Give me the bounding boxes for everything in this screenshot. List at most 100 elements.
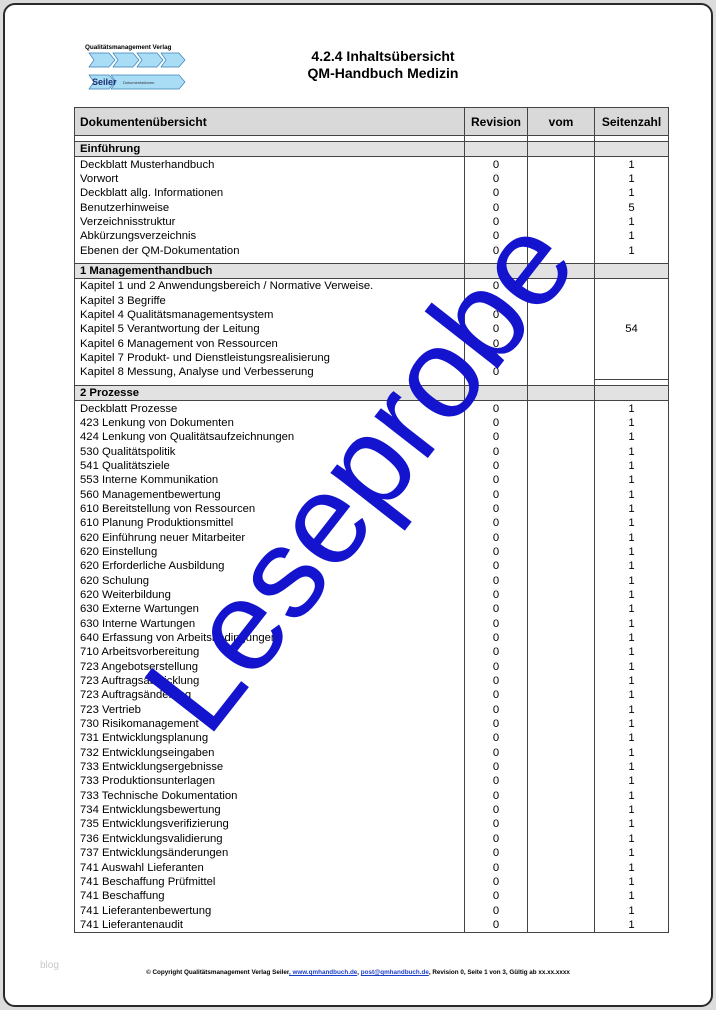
row: Kapitel 1 und 2 Anwendungsbereich / Norm… xyxy=(74,278,669,380)
revision: 0 xyxy=(464,745,528,760)
row: 741 Beschaffung 0 1 xyxy=(74,889,669,904)
document-name: 741 Auswahl Lieferanten xyxy=(74,860,465,875)
logo-tagline: Dokumentationen xyxy=(123,80,154,85)
page-count: 1 xyxy=(594,156,669,172)
revision: 0 xyxy=(464,831,528,846)
document-name: 610 Planung Produktionsmittel xyxy=(74,516,465,531)
date xyxy=(527,831,595,846)
date xyxy=(527,444,595,459)
page-count: 1 xyxy=(594,688,669,703)
document-name: 737 Entwicklungsänderungen xyxy=(74,846,465,861)
revision: 0 xyxy=(464,716,528,732)
date xyxy=(527,400,595,416)
date xyxy=(527,156,595,172)
footer-text: , Revision 0, Seite 1 von 3, Gültig ab x… xyxy=(428,969,570,976)
row: 741 Lieferantenaudit 0 1 xyxy=(74,917,669,933)
revision: 0 xyxy=(464,544,528,560)
section-title: 2 Prozesse xyxy=(74,384,465,402)
footer-link[interactable]: post@qmhandbuch.de xyxy=(360,969,429,976)
revision: 0 xyxy=(464,860,528,875)
page-count: 1 xyxy=(594,444,669,459)
date xyxy=(527,860,595,875)
revision: 0 xyxy=(464,874,528,890)
header-row: Dokumentenübersicht Revision vom Seitenzahl xyxy=(74,107,669,136)
date xyxy=(527,336,595,351)
document-name: 620 Weiterbildung xyxy=(74,587,465,603)
date xyxy=(527,630,595,646)
page-count: 1 xyxy=(594,602,669,617)
footer-text: , xyxy=(357,969,361,976)
row: 741 Beschaffung Prüfmittel 0 1 xyxy=(74,874,669,890)
page-count: 1 xyxy=(594,186,669,201)
revision: 0 xyxy=(464,817,528,832)
page-count: 1 xyxy=(594,214,669,230)
section-cell xyxy=(594,140,669,158)
document-name: 640 Erfassung von Arbeitsbedingungen xyxy=(74,630,465,646)
table-body: Dokumentenübersicht Revision vom Seitenzahl… xyxy=(74,107,669,933)
document-name: Kapitel 7 Produkt- und Dienstleistungsre… xyxy=(74,350,465,366)
date xyxy=(527,846,595,861)
date xyxy=(527,415,595,431)
document-name: Verzeichnisstruktur xyxy=(74,214,465,230)
row: 730 Risikomanagement 0 1 xyxy=(74,716,669,732)
date xyxy=(527,774,595,789)
page-count: 1 xyxy=(594,702,669,717)
page-count: 1 xyxy=(594,731,669,746)
row: 741 Auswahl Lieferanten 0 1 xyxy=(74,860,669,875)
revision: 0 xyxy=(464,759,528,775)
row: Kapitel 5 Verantwortung der Leitung 0 xyxy=(74,322,669,337)
date xyxy=(527,200,595,215)
date xyxy=(527,745,595,760)
revision: 0 xyxy=(464,673,528,689)
revision: 0 xyxy=(464,788,528,803)
revision: 0 xyxy=(464,573,528,588)
row: Kapitel 7 Produkt- und Dienstleistungsre… xyxy=(74,350,669,366)
row: 723 Auftragsabwicklung 0 1 xyxy=(74,673,669,689)
page-count: 1 xyxy=(594,616,669,631)
page-count: 1 xyxy=(594,587,669,603)
row: Kapitel 8 Messung, Analyse und Verbesser… xyxy=(74,365,669,380)
page-count: 1 xyxy=(594,802,669,818)
date xyxy=(527,817,595,832)
page-count: 1 xyxy=(594,243,669,258)
footer-link[interactable]: , www.qmhandbuch.de xyxy=(288,969,358,976)
date xyxy=(527,530,595,545)
section-cell xyxy=(464,384,528,402)
page-count: 1 xyxy=(594,501,669,517)
document-name: 731 Entwicklungsplanung xyxy=(74,731,465,746)
logo-brand: Seiler xyxy=(92,77,117,87)
date xyxy=(527,602,595,617)
revision: 0 xyxy=(464,616,528,631)
document-name: 723 Auftragsänderung xyxy=(74,688,465,703)
page-count: 1 xyxy=(594,400,669,416)
date xyxy=(527,186,595,201)
document-name: Kapitel 8 Messung, Analyse und Verbesser… xyxy=(74,365,465,380)
date xyxy=(527,788,595,803)
spacer-cell xyxy=(594,135,669,142)
date xyxy=(527,350,595,366)
revision: 0 xyxy=(464,802,528,818)
row: 723 Vertrieb 0 1 xyxy=(74,702,669,717)
date xyxy=(527,544,595,560)
page-count: 1 xyxy=(594,473,669,488)
date xyxy=(527,802,595,818)
corner-label: blog xyxy=(40,960,59,971)
date xyxy=(527,889,595,904)
row: Deckblatt Prozesse 0 1 xyxy=(74,400,669,416)
date xyxy=(527,487,595,502)
row: Kapitel 6 Management von Ressourcen 0 xyxy=(74,336,669,351)
row: 620 Erforderliche Ausbildung 0 1 xyxy=(74,559,669,574)
date xyxy=(527,214,595,230)
row: 741 Lieferantenbewertung 0 1 xyxy=(74,903,669,918)
document-name: Kapitel 1 und 2 Anwendungsbereich / Norm… xyxy=(74,278,465,294)
document-name: 553 Interne Kommunikation xyxy=(74,473,465,488)
row: 541 Qualitätsziele 0 1 xyxy=(74,458,669,474)
row: 733 Entwicklungsergebnisse 0 1 xyxy=(74,759,669,775)
revision: 0 xyxy=(464,473,528,488)
section-row: 2 Prozesse xyxy=(74,384,669,402)
date xyxy=(527,903,595,918)
document-name: 732 Entwicklungseingaben xyxy=(74,745,465,760)
date xyxy=(527,874,595,890)
section-cell xyxy=(464,140,528,158)
